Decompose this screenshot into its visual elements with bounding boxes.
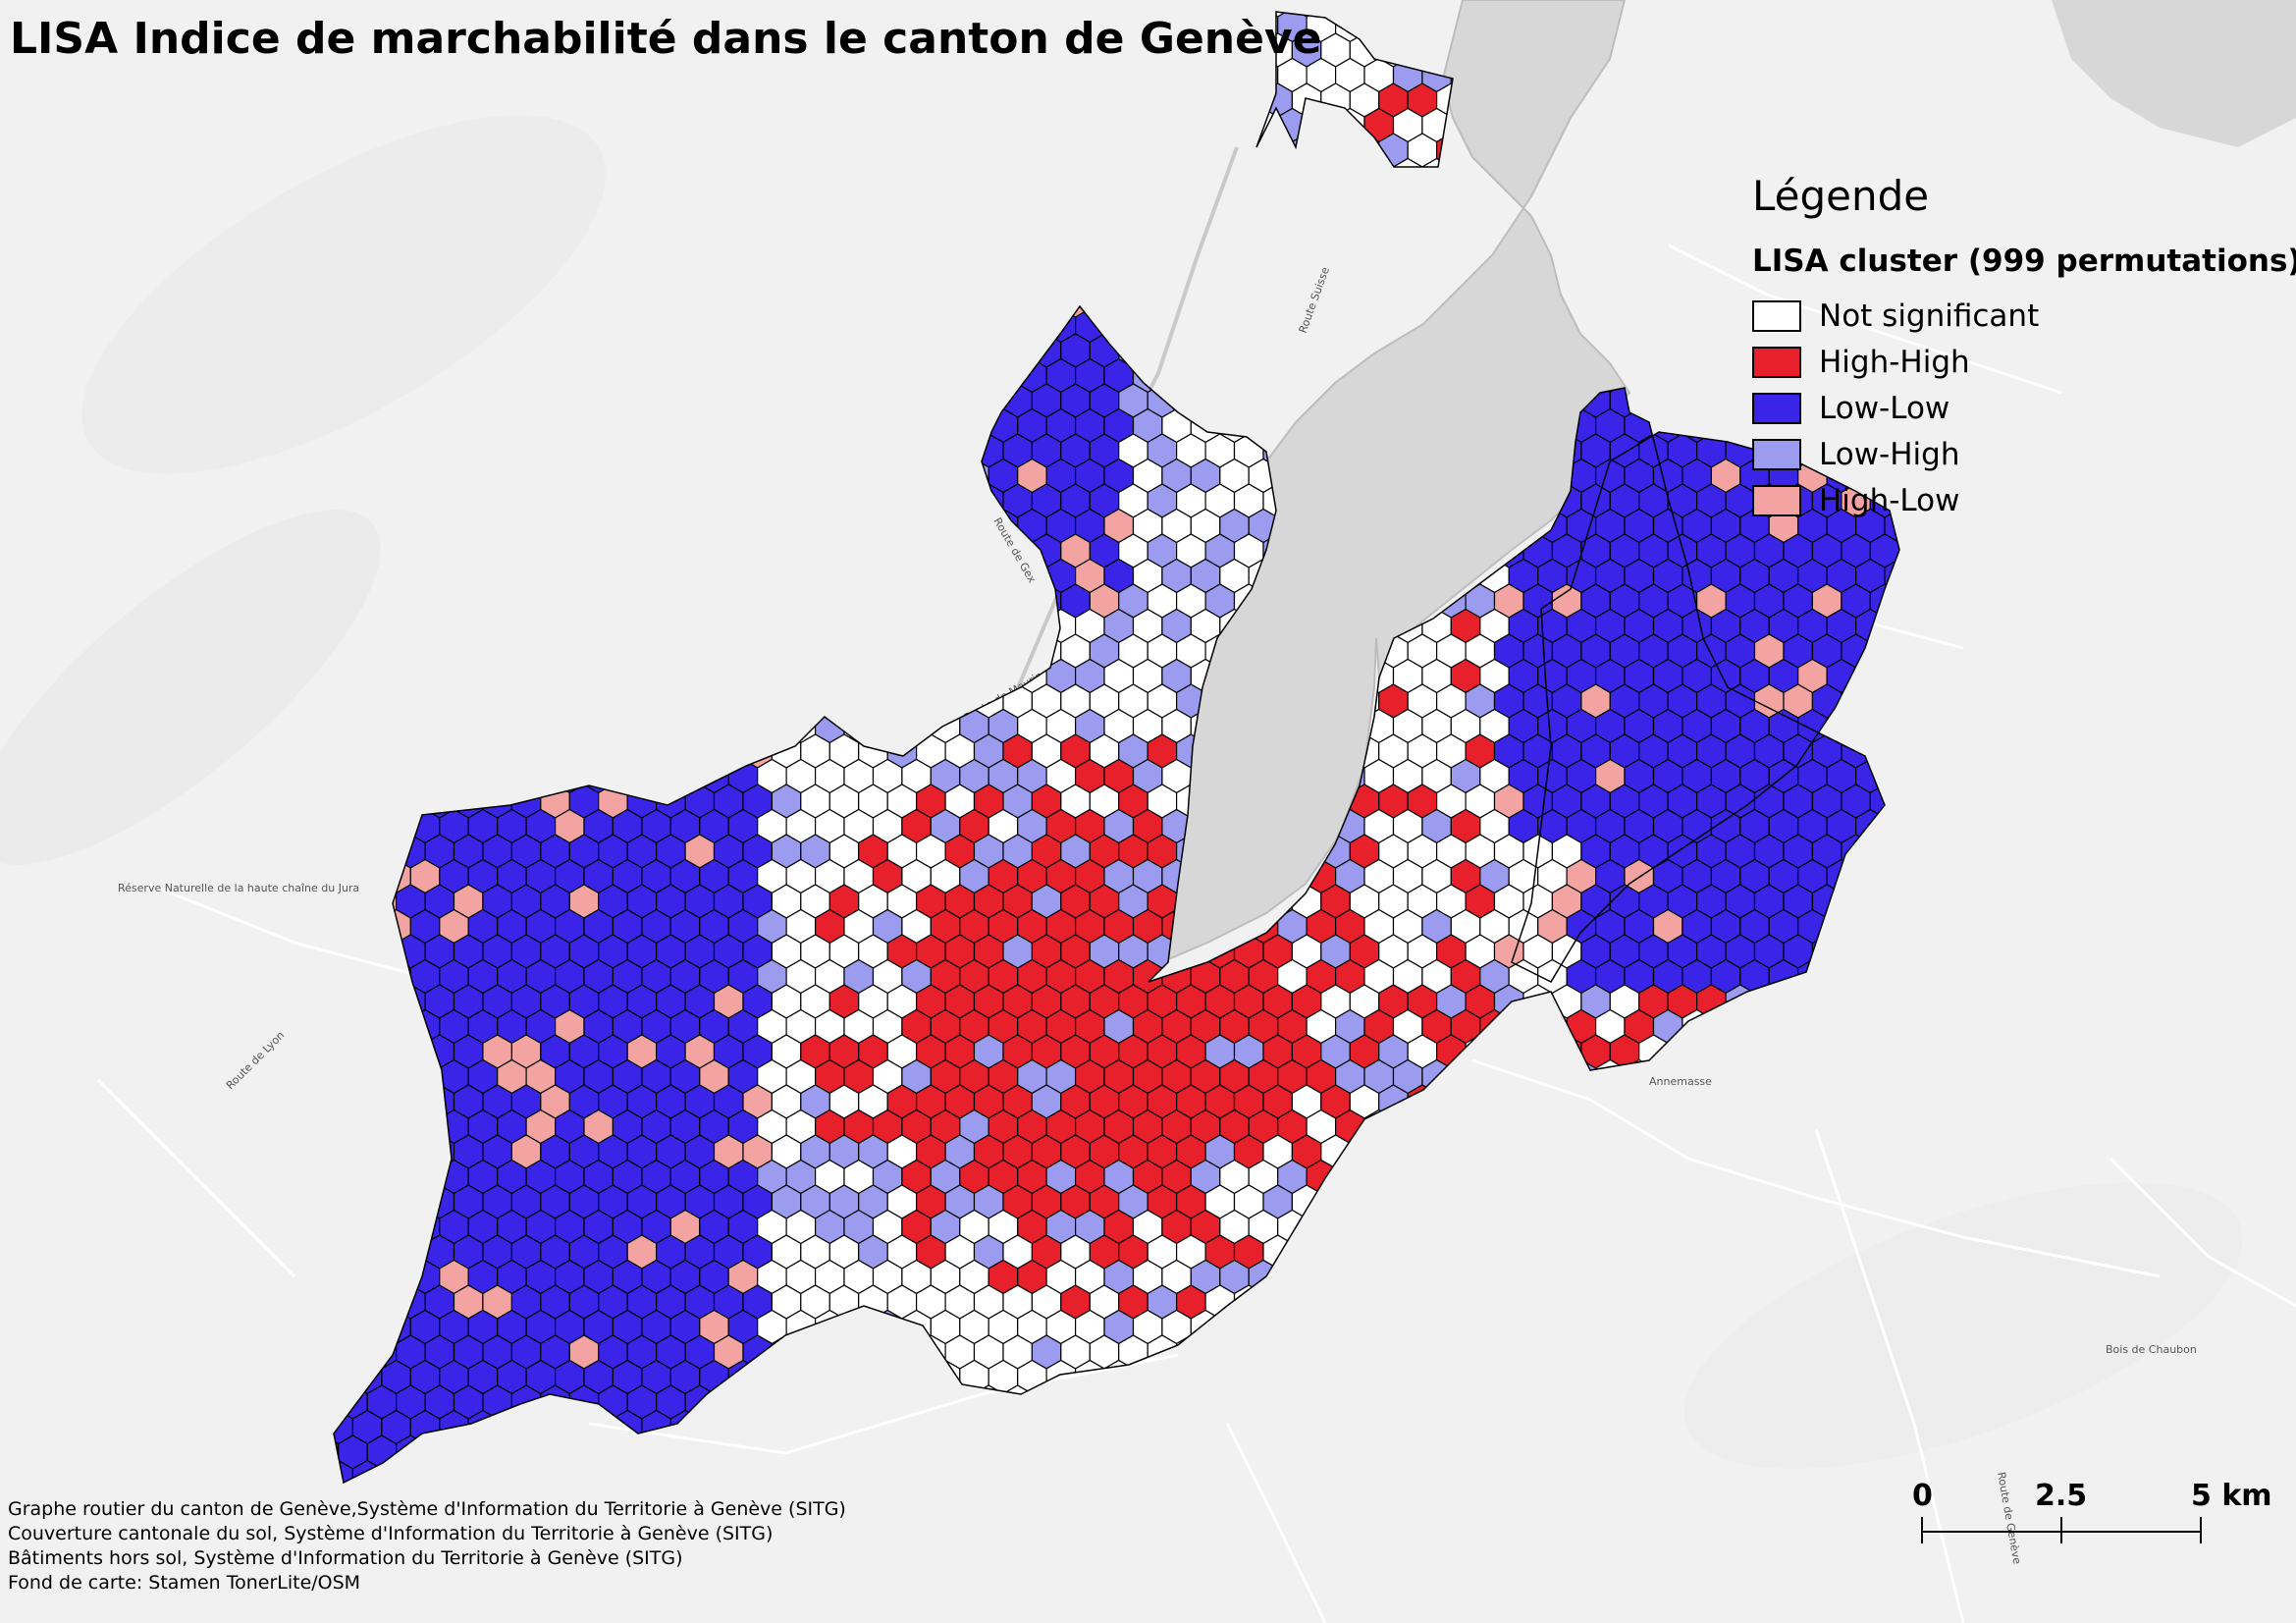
legend-label: Not significant (1819, 298, 2040, 334)
legend: Légende LISA cluster (999 permutations) … (1752, 172, 2296, 523)
relief-shading (0, 115, 2243, 1469)
map-title: LISA Indice de marchabilité dans le cant… (10, 14, 1322, 64)
legend-swatch (1752, 299, 1801, 332)
legend-swatch (1752, 392, 1801, 424)
scale-bar (1921, 1517, 2202, 1543)
scale-label-0: 0 (1912, 1479, 1933, 1513)
canton-boundary (333, 11, 1900, 1485)
lake-leman-east (2052, 0, 2296, 147)
legend-label: Low-Low (1819, 390, 1950, 426)
legend-item-low-high: Low-High (1752, 431, 2282, 477)
source-line: Bâtiments hors sol, Système d'Informatio… (8, 1547, 683, 1569)
source-line: Couverture cantonale du sol, Système d'I… (8, 1523, 774, 1544)
legend-label: Low-High (1819, 436, 1960, 472)
legend-swatch (1752, 346, 1801, 378)
legend-subtitle: LISA cluster (999 permutations) (1752, 243, 2296, 279)
legend-label: High-High (1819, 344, 1970, 380)
legend-item-high-high: High-High (1752, 339, 2282, 385)
legend-item-low-low: Low-Low (1752, 385, 2282, 431)
svg-text:Réserve Naturelle de la haute: Réserve Naturelle de la haute chaîne du … (118, 882, 359, 894)
legend-item-not-significant: Not significant (1752, 293, 2282, 339)
scale-label-2-5: 2.5 (2035, 1479, 2088, 1513)
svg-text:Annemasse: Annemasse (1649, 1075, 1712, 1088)
svg-text:Bois de Chaubon: Bois de Chaubon (2106, 1343, 2197, 1356)
scale-label-5km: 5 km (2191, 1479, 2272, 1513)
source-line: Fond de carte: Stamen TonerLite/OSM (8, 1572, 361, 1594)
legend-label: High-Low (1819, 482, 1960, 518)
legend-swatch (1752, 484, 1801, 516)
sources-credits: Graphe routier du canton de Genève,Systè… (8, 1497, 846, 1596)
source-line: Graphe routier du canton de Genève,Systè… (8, 1498, 846, 1520)
legend-title: Légende (1752, 172, 1930, 220)
legend-swatch (1752, 438, 1801, 470)
legend-item-high-low: High-Low (1752, 477, 2282, 523)
